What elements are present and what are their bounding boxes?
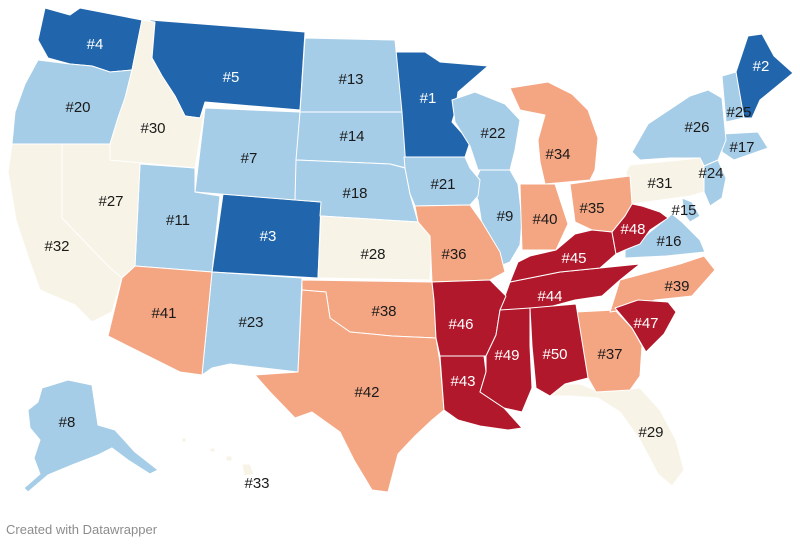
rank-label-texas: #42 xyxy=(354,384,379,401)
rank-label-virginia: #16 xyxy=(656,233,681,250)
rank-label-west-virginia: #48 xyxy=(620,221,645,238)
rank-label-ohio: #35 xyxy=(579,200,604,217)
rank-label-south-carolina: #47 xyxy=(633,315,658,332)
state-south-carolina[interactable] xyxy=(614,299,677,353)
state-wisconsin[interactable] xyxy=(451,91,521,171)
rank-label-utah: #11 xyxy=(166,212,190,229)
rank-label-new-mexico: #23 xyxy=(238,314,263,331)
rank-label-oklahoma: #38 xyxy=(371,303,396,320)
state-michigan[interactable] xyxy=(509,81,599,185)
state-new-hampshire[interactable] xyxy=(721,71,745,123)
rank-label-alaska: #8 xyxy=(59,414,76,431)
rank-label-kentucky: #45 xyxy=(561,250,586,267)
state-georgia[interactable] xyxy=(575,309,643,393)
state-iowa[interactable] xyxy=(403,156,481,207)
rank-label-connecticut: #17 xyxy=(729,139,754,156)
state-texas[interactable] xyxy=(254,289,445,493)
rank-label-iowa: #21 xyxy=(430,176,455,193)
state-alabama[interactable] xyxy=(529,303,589,397)
rank-label-north-dakota: #13 xyxy=(338,71,363,88)
rank-label-montana: #5 xyxy=(223,69,240,86)
rank-label-wyoming: #7 xyxy=(241,150,258,167)
rank-label-florida: #29 xyxy=(638,424,663,441)
rank-label-tennessee: #44 xyxy=(537,288,562,305)
rank-label-louisiana: #43 xyxy=(450,373,475,390)
credit-text: Created with Datawrapper xyxy=(6,522,158,537)
rank-label-colorado: #3 xyxy=(260,228,277,245)
state-idaho[interactable] xyxy=(109,19,206,169)
state-delaware[interactable] xyxy=(681,197,701,223)
state-alaska[interactable] xyxy=(23,379,159,493)
state-illinois[interactable] xyxy=(471,169,523,267)
rank-label-alabama: #50 xyxy=(542,346,567,363)
rank-label-hawaii: #33 xyxy=(244,475,269,492)
rank-label-oregon: #20 xyxy=(65,99,90,116)
rank-label-kansas: #28 xyxy=(360,246,385,263)
rank-label-south-dakota: #14 xyxy=(339,128,364,145)
rank-label-michigan: #34 xyxy=(545,146,570,163)
state-virginia[interactable] xyxy=(624,213,706,259)
rank-label-georgia: #37 xyxy=(597,346,622,363)
rank-label-arkansas: #46 xyxy=(448,316,473,333)
rank-label-new-jersey: #24 xyxy=(698,165,723,182)
rank-label-pennsylvania: #31 xyxy=(647,175,672,192)
rank-label-maine: #2 xyxy=(753,58,770,75)
rank-label-washington: #4 xyxy=(87,36,104,53)
state-arizona[interactable] xyxy=(107,265,213,376)
rank-label-mississippi: #49 xyxy=(494,347,519,364)
rank-label-nevada: #27 xyxy=(98,193,123,210)
rank-label-delaware: #15 xyxy=(671,202,696,219)
state-new-york[interactable] xyxy=(631,89,727,167)
us-state-map: #1 #2 #3 #4 #5 #7 #8 #9 #11 #13 #14 #15 #16 #17 #18 #20… xyxy=(7,7,794,493)
rank-label-wisconsin: #22 xyxy=(480,125,505,142)
rank-label-idaho: #30 xyxy=(140,120,165,137)
rank-label-arizona: #41 xyxy=(151,305,176,322)
rank-label-indiana: #40 xyxy=(532,211,557,228)
rank-label-california: #32 xyxy=(44,238,69,255)
rank-label-illinois: #9 xyxy=(497,208,514,225)
rank-label-nebraska: #18 xyxy=(342,185,367,202)
state-california[interactable] xyxy=(7,143,123,323)
state-indiana[interactable] xyxy=(519,183,569,251)
state-missouri[interactable] xyxy=(414,204,506,283)
state-hawaii[interactable] xyxy=(181,437,255,477)
rank-label-missouri: #36 xyxy=(441,246,466,263)
rank-label-north-carolina: #39 xyxy=(664,278,689,295)
state-west-virginia[interactable] xyxy=(611,203,669,255)
state-mississippi[interactable] xyxy=(479,307,533,413)
rank-label-new-york: #26 xyxy=(684,119,709,136)
rank-label-minnesota: #1 xyxy=(420,90,437,107)
rank-label-new-hampshire: #25 xyxy=(726,104,751,121)
